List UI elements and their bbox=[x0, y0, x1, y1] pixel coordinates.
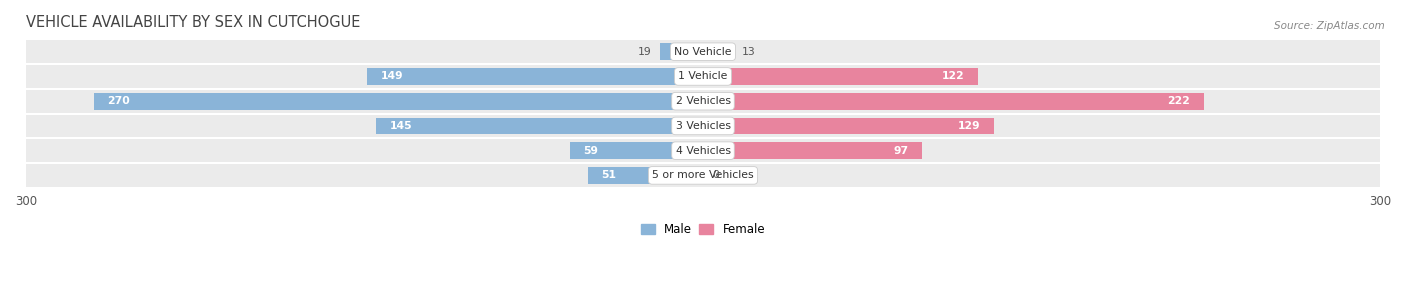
Text: 51: 51 bbox=[602, 170, 616, 181]
Text: 129: 129 bbox=[957, 121, 980, 131]
Bar bbox=[27, 114, 1379, 138]
Text: VEHICLE AVAILABILITY BY SEX IN CUTCHOGUE: VEHICLE AVAILABILITY BY SEX IN CUTCHOGUE bbox=[27, 15, 360, 30]
Text: 4 Vehicles: 4 Vehicles bbox=[675, 146, 731, 156]
Bar bbox=[703, 118, 994, 134]
Text: 19: 19 bbox=[637, 47, 651, 57]
Bar bbox=[569, 142, 703, 159]
Bar bbox=[27, 65, 1379, 88]
Legend: Male, Female: Male, Female bbox=[636, 218, 770, 241]
Text: Source: ZipAtlas.com: Source: ZipAtlas.com bbox=[1274, 21, 1385, 32]
Text: 270: 270 bbox=[107, 96, 129, 106]
Text: 59: 59 bbox=[583, 146, 599, 156]
Text: 2 Vehicles: 2 Vehicles bbox=[675, 96, 731, 106]
Text: 5 or more Vehicles: 5 or more Vehicles bbox=[652, 170, 754, 181]
Text: 1 Vehicle: 1 Vehicle bbox=[678, 72, 728, 81]
Bar bbox=[27, 89, 1379, 113]
Bar bbox=[703, 43, 733, 60]
Text: 222: 222 bbox=[1167, 96, 1191, 106]
Bar bbox=[703, 93, 1204, 110]
Bar bbox=[661, 43, 703, 60]
Bar bbox=[27, 164, 1379, 187]
Text: 97: 97 bbox=[893, 146, 908, 156]
Bar bbox=[588, 167, 703, 184]
Bar bbox=[27, 40, 1379, 63]
Bar bbox=[27, 139, 1379, 162]
Bar bbox=[703, 68, 979, 85]
Text: 122: 122 bbox=[942, 72, 965, 81]
Text: 0: 0 bbox=[711, 170, 718, 181]
Bar bbox=[703, 142, 922, 159]
Text: 149: 149 bbox=[381, 72, 404, 81]
Text: 3 Vehicles: 3 Vehicles bbox=[675, 121, 731, 131]
Text: 145: 145 bbox=[389, 121, 412, 131]
Text: 13: 13 bbox=[741, 47, 755, 57]
Bar bbox=[375, 118, 703, 134]
Bar bbox=[94, 93, 703, 110]
Bar bbox=[367, 68, 703, 85]
Text: No Vehicle: No Vehicle bbox=[675, 47, 731, 57]
